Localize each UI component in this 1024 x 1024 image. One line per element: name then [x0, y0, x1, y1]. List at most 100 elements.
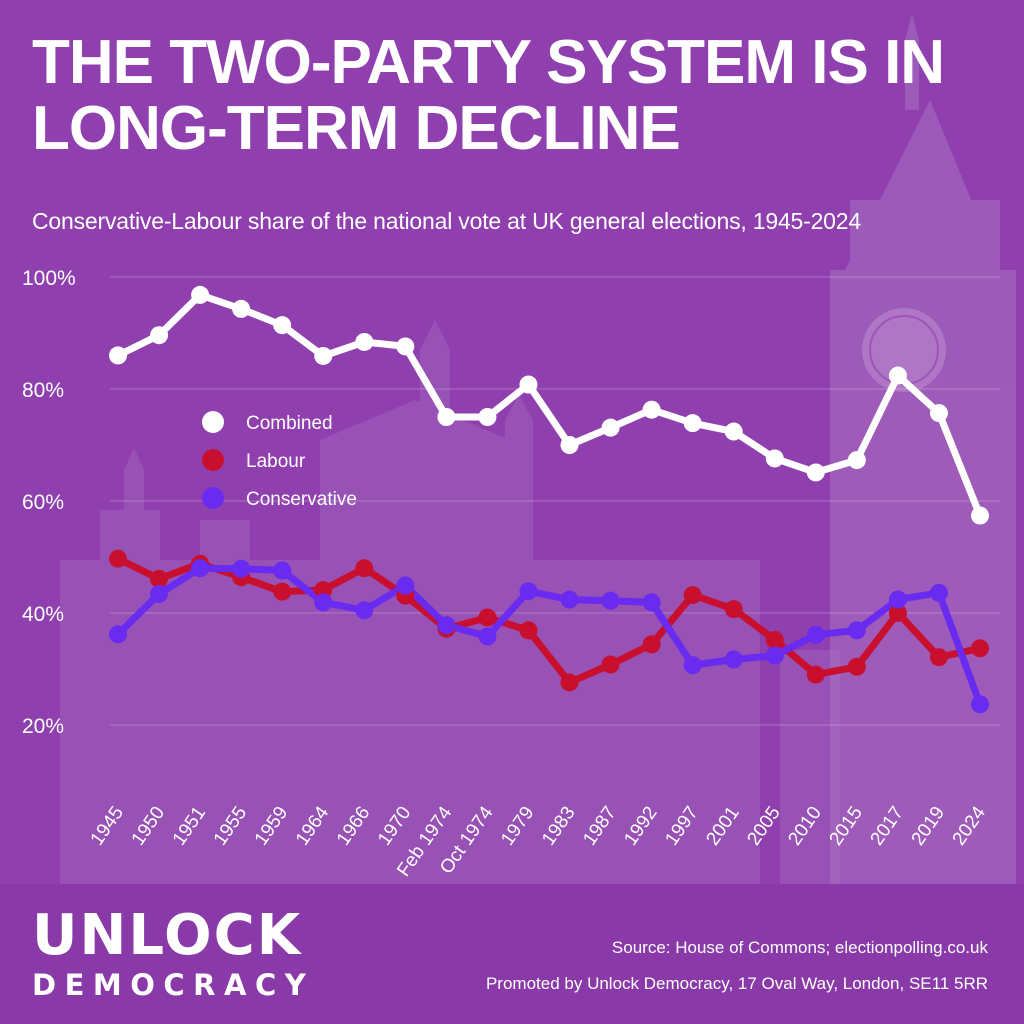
- labour-point: [847, 657, 866, 676]
- combined-point: [396, 337, 415, 356]
- labour-point: [971, 639, 989, 658]
- combined-point: [355, 332, 374, 351]
- page-title: THE TWO-PARTY SYSTEM IS IN LONG-TERM DEC…: [32, 28, 945, 163]
- promoted-text: Promoted by Unlock Democracy, 17 Oval Wa…: [485, 974, 988, 993]
- combined-point: [437, 408, 456, 426]
- labour-point: [355, 559, 374, 578]
- conservative-point: [396, 576, 415, 595]
- legend-marker-combined: [202, 411, 224, 433]
- combined-point: [314, 346, 333, 365]
- labour-point: [150, 569, 169, 588]
- combined-point: [150, 326, 169, 345]
- labour-point: [724, 600, 743, 619]
- legend-marker-labour: [202, 449, 224, 471]
- conservative-point: [232, 559, 251, 578]
- conservative-point: [560, 590, 579, 609]
- combined-point: [560, 436, 579, 454]
- combined-point: [519, 375, 538, 394]
- conservative-point: [724, 650, 743, 669]
- labour-point: [601, 655, 620, 674]
- x-tick-label: 2010: [784, 803, 825, 850]
- labour-point: [273, 582, 292, 601]
- x-tick-label: 2024: [949, 802, 991, 849]
- combined-point: [847, 451, 866, 470]
- conservative-point: [150, 584, 169, 603]
- conservative-point: [847, 621, 866, 640]
- chart-subtitle: Conservative-Labour share of the nationa…: [32, 208, 861, 234]
- labour-point: [109, 549, 127, 568]
- labour-point: [560, 673, 579, 692]
- labour-point: [478, 608, 497, 627]
- combined-point: [806, 463, 825, 482]
- conservative-point: [806, 625, 825, 644]
- labour-point: [888, 604, 907, 622]
- labour-series-line: [114, 555, 984, 686]
- conservative-point: [642, 593, 661, 612]
- labour-point: [929, 648, 948, 667]
- labour-point: [683, 586, 702, 605]
- x-tick-label: 1987: [579, 803, 620, 850]
- x-tick-label: 2001: [702, 803, 743, 850]
- conservative-point: [437, 616, 456, 635]
- legend-marker-conservative: [202, 487, 224, 509]
- combined-point: [888, 366, 907, 385]
- line-chart: 20%40%60%80%100% 1945 1950 1951 1955 1959 196…: [22, 267, 1000, 881]
- conservative-point: [109, 625, 127, 644]
- conservative-series-line: [114, 564, 984, 708]
- conservative-point: [971, 695, 989, 714]
- labour-point: [519, 621, 538, 640]
- y-tick-label: 20%: [22, 715, 64, 738]
- combined-point: [109, 346, 127, 365]
- footer: UNLOCK DEMOCRACY Source: House of Common…: [0, 884, 1024, 1024]
- x-tick-label: 2015: [825, 803, 866, 850]
- x-tick-label: 1970: [374, 803, 415, 850]
- x-tick-label: 2019: [908, 803, 949, 850]
- combined-point: [478, 408, 497, 426]
- x-tick-label: 1951: [169, 803, 210, 850]
- parliament-background-image: [60, 14, 1016, 884]
- y-tick-label: 100%: [22, 267, 76, 290]
- labour-point: [806, 665, 825, 684]
- conservative-point: [601, 591, 620, 610]
- combined-point: [683, 414, 702, 433]
- legend-label-labour: Labour: [246, 451, 306, 472]
- x-tick-label: 1945: [87, 803, 128, 850]
- clock-face-icon: [862, 308, 946, 392]
- x-tick-label: 2005: [743, 803, 784, 850]
- x-tick-label: 1979: [497, 803, 538, 850]
- conservative-point: [273, 561, 292, 580]
- conservative-point: [478, 627, 497, 646]
- combined-point: [601, 418, 620, 437]
- combined-point: [724, 422, 743, 441]
- conservative-point: [888, 590, 907, 609]
- conservative-point: [929, 583, 948, 602]
- x-tick-label: 1964: [292, 802, 334, 849]
- logo-democracy-text: DEMOCRACY: [32, 968, 315, 1002]
- x-tick-label: 1983: [538, 803, 579, 850]
- logo-unlock-text: UNLOCK: [32, 903, 303, 968]
- labour-point: [765, 630, 784, 649]
- x-tick-label: 1997: [661, 803, 702, 850]
- combined-point: [191, 285, 210, 304]
- legend-label-conservative: Conservative: [246, 489, 357, 510]
- conservative-point: [519, 582, 538, 601]
- palace-silhouette: [60, 320, 840, 884]
- combined-point: [642, 400, 661, 419]
- y-tick-label: 80%: [22, 379, 64, 402]
- x-tick-label: 1955: [210, 803, 251, 850]
- y-tick-label: 60%: [22, 491, 64, 514]
- combined-point: [971, 506, 989, 525]
- source-text: Source: House of Commons; electionpollin…: [611, 938, 988, 957]
- combined-point: [929, 404, 948, 423]
- y-tick-label: 40%: [22, 603, 64, 626]
- labour-point: [314, 581, 333, 600]
- conservative-point: [314, 593, 333, 612]
- x-tick-label: 1959: [251, 803, 292, 850]
- combined-point: [232, 299, 251, 318]
- legend-label-combined: Combined: [246, 413, 333, 434]
- conservative-point: [191, 559, 210, 578]
- x-tick-label: 2017: [867, 803, 908, 850]
- combined-point: [273, 316, 292, 335]
- conservative-point: [765, 646, 784, 665]
